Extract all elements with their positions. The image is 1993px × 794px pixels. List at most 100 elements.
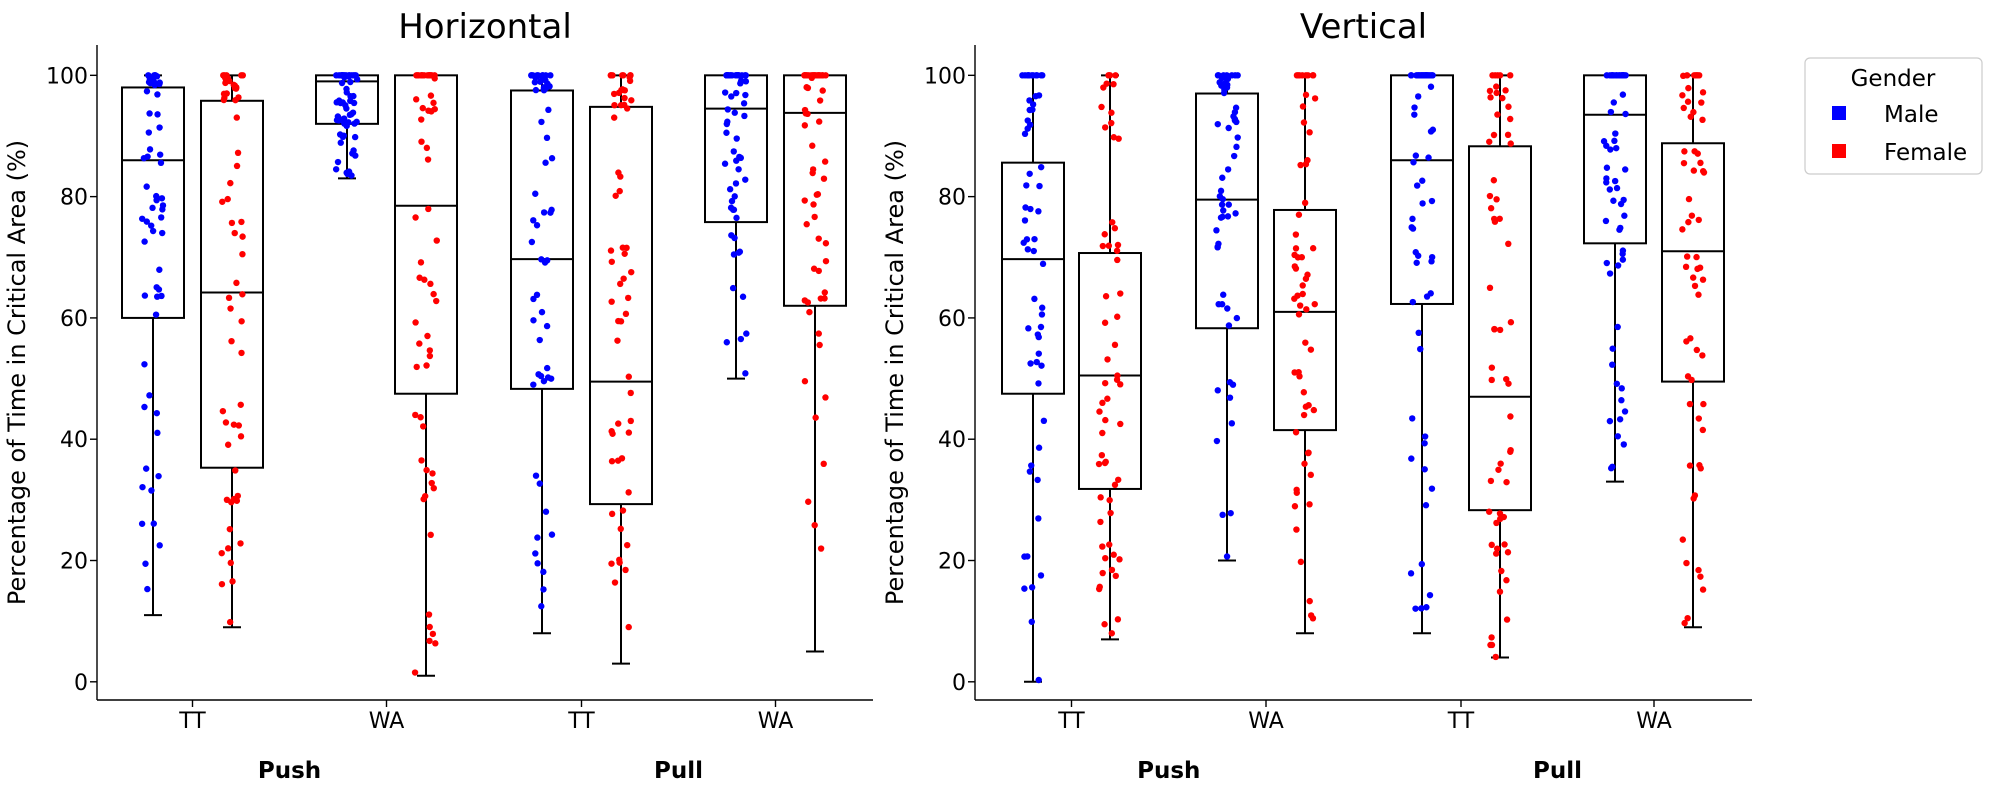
y-tick-label: 80 bbox=[60, 186, 88, 211]
data-point bbox=[810, 201, 817, 208]
data-point bbox=[1214, 243, 1221, 250]
x-tick-label: WA bbox=[758, 709, 794, 734]
data-point bbox=[1291, 503, 1299, 510]
data-point bbox=[625, 429, 633, 436]
data-point bbox=[816, 341, 823, 349]
data-point bbox=[345, 168, 353, 175]
data-point bbox=[1021, 130, 1029, 138]
data-point bbox=[1487, 94, 1494, 101]
jitter-points bbox=[721, 72, 750, 377]
data-point bbox=[822, 240, 830, 247]
data-point bbox=[1224, 81, 1231, 89]
data-point bbox=[339, 99, 346, 106]
data-point bbox=[743, 330, 750, 337]
data-point bbox=[534, 534, 541, 541]
data-point bbox=[1679, 536, 1687, 543]
data-point bbox=[1688, 212, 1696, 219]
jitter-points bbox=[1213, 72, 1241, 560]
data-point bbox=[427, 280, 434, 288]
data-point bbox=[1232, 104, 1240, 111]
box-iqr bbox=[510, 89, 574, 390]
data-point bbox=[413, 363, 420, 371]
data-point bbox=[1682, 263, 1690, 271]
data-point bbox=[801, 197, 808, 204]
data-point bbox=[1106, 496, 1113, 504]
data-point bbox=[427, 92, 435, 99]
data-point bbox=[1408, 224, 1415, 231]
data-point bbox=[140, 154, 148, 162]
data-point bbox=[418, 138, 425, 145]
data-point bbox=[1695, 566, 1702, 574]
data-point bbox=[1309, 72, 1317, 79]
data-point bbox=[1110, 134, 1118, 141]
y-tick-label: 80 bbox=[938, 186, 966, 211]
box-iqr bbox=[394, 74, 458, 395]
data-point bbox=[608, 258, 615, 265]
data-point bbox=[1504, 131, 1512, 139]
data-point bbox=[1691, 148, 1698, 155]
data-point bbox=[611, 101, 618, 109]
data-point bbox=[227, 559, 234, 567]
data-point bbox=[1224, 305, 1231, 312]
data-point bbox=[1684, 614, 1691, 622]
data-point bbox=[1114, 372, 1121, 379]
data-point bbox=[627, 389, 634, 397]
data-point bbox=[623, 244, 630, 252]
data-point bbox=[543, 322, 551, 330]
data-point bbox=[155, 286, 163, 293]
data-point bbox=[1040, 417, 1048, 425]
data-point bbox=[1295, 311, 1303, 318]
data-point bbox=[1407, 570, 1415, 577]
group-label-pull: Pull bbox=[654, 758, 703, 784]
data-point bbox=[1496, 215, 1503, 222]
data-point bbox=[1108, 630, 1116, 637]
data-point bbox=[1117, 420, 1124, 428]
data-point bbox=[1501, 541, 1508, 548]
data-point bbox=[1486, 192, 1494, 200]
data-point bbox=[417, 259, 425, 266]
data-point bbox=[1035, 208, 1042, 215]
data-point bbox=[429, 470, 436, 477]
data-point bbox=[1299, 72, 1306, 79]
data-point bbox=[424, 332, 431, 340]
data-point bbox=[1487, 477, 1495, 485]
data-point bbox=[530, 317, 537, 324]
data-point bbox=[1695, 291, 1702, 298]
data-point bbox=[820, 460, 827, 468]
data-point bbox=[607, 72, 614, 79]
data-point bbox=[1498, 567, 1505, 575]
data-point bbox=[1427, 128, 1435, 135]
data-point bbox=[811, 521, 818, 529]
data-point bbox=[426, 352, 434, 360]
data-point bbox=[615, 420, 622, 427]
legend-label-female: Female bbox=[1884, 140, 1967, 166]
data-point bbox=[1603, 259, 1611, 267]
data-point bbox=[159, 206, 166, 213]
data-point bbox=[418, 116, 425, 123]
data-point bbox=[152, 72, 159, 79]
box-pull-tt-male bbox=[510, 72, 574, 635]
data-point bbox=[1425, 154, 1432, 161]
data-point bbox=[1418, 560, 1426, 568]
data-point bbox=[1613, 184, 1621, 192]
data-point bbox=[608, 560, 615, 567]
data-point bbox=[1699, 352, 1706, 359]
data-point bbox=[1213, 227, 1220, 234]
data-point bbox=[1603, 72, 1611, 79]
data-point bbox=[801, 122, 809, 129]
data-point bbox=[1621, 408, 1629, 415]
data-point bbox=[333, 99, 340, 106]
data-point bbox=[728, 93, 735, 100]
data-point bbox=[1108, 119, 1115, 127]
data-point bbox=[538, 256, 545, 263]
data-point bbox=[1503, 478, 1510, 486]
data-point bbox=[806, 308, 813, 316]
data-point bbox=[1486, 138, 1493, 145]
data-point bbox=[540, 586, 547, 593]
data-point bbox=[801, 378, 809, 385]
data-point bbox=[228, 219, 236, 227]
data-point bbox=[1490, 215, 1498, 223]
data-point bbox=[1031, 235, 1038, 243]
data-point bbox=[1602, 217, 1610, 225]
data-point bbox=[815, 118, 823, 125]
